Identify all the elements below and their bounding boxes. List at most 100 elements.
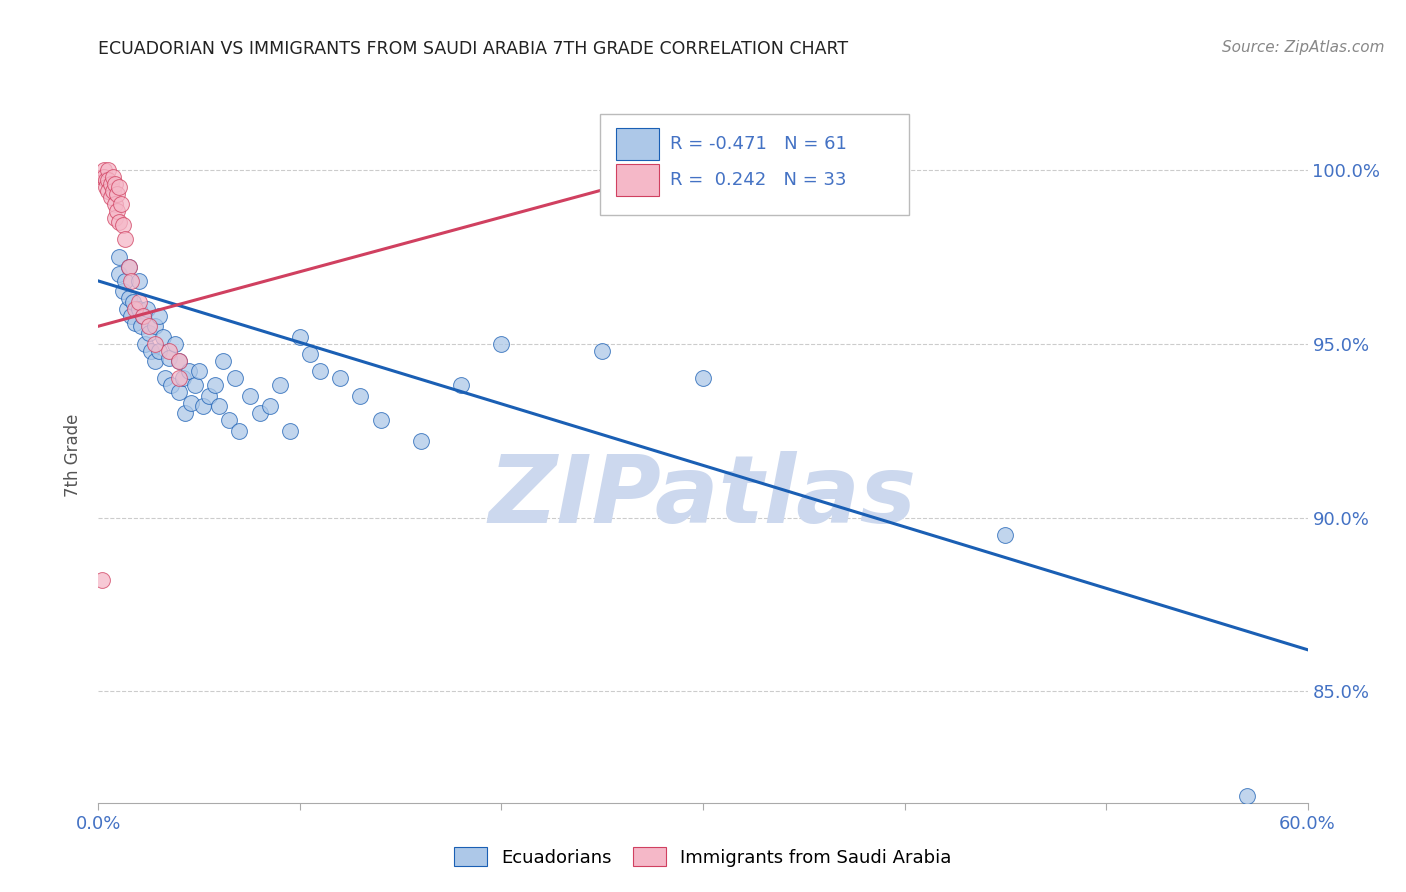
Point bbox=[180, 395, 202, 409]
Point bbox=[110, 197, 132, 211]
Point bbox=[212, 354, 235, 368]
FancyBboxPatch shape bbox=[616, 164, 659, 196]
Point bbox=[491, 336, 513, 351]
Point bbox=[184, 378, 207, 392]
Point bbox=[91, 573, 114, 587]
Point bbox=[143, 354, 166, 368]
Point bbox=[167, 371, 190, 385]
Point bbox=[107, 180, 129, 194]
Text: R = -0.471   N = 61: R = -0.471 N = 61 bbox=[671, 135, 848, 153]
Point bbox=[124, 301, 146, 316]
Point bbox=[114, 232, 136, 246]
Point bbox=[157, 343, 180, 358]
Point bbox=[121, 294, 143, 309]
Point bbox=[118, 260, 141, 274]
Point bbox=[167, 385, 190, 400]
Point bbox=[143, 319, 166, 334]
Point bbox=[157, 351, 180, 365]
Point bbox=[174, 406, 197, 420]
Point bbox=[224, 371, 246, 385]
Point bbox=[138, 319, 160, 334]
Point bbox=[193, 399, 215, 413]
Y-axis label: 7th Grade: 7th Grade bbox=[65, 413, 83, 497]
Point bbox=[204, 378, 226, 392]
Point bbox=[128, 274, 150, 288]
Point bbox=[105, 204, 128, 219]
Point bbox=[120, 309, 142, 323]
Point bbox=[107, 250, 129, 264]
Point bbox=[167, 354, 190, 368]
FancyBboxPatch shape bbox=[616, 128, 659, 160]
Point bbox=[118, 260, 141, 274]
Point bbox=[172, 371, 194, 385]
Point bbox=[288, 329, 311, 343]
Point bbox=[198, 389, 221, 403]
Point bbox=[138, 326, 160, 340]
Point bbox=[208, 399, 231, 413]
Point bbox=[370, 413, 392, 427]
Point bbox=[105, 186, 128, 201]
Point bbox=[111, 285, 134, 299]
Point bbox=[129, 319, 152, 334]
Point bbox=[97, 162, 120, 177]
Point bbox=[132, 309, 155, 323]
Point bbox=[97, 173, 120, 187]
Point bbox=[309, 364, 332, 378]
Point bbox=[101, 184, 124, 198]
Point bbox=[91, 169, 114, 184]
Point bbox=[160, 378, 183, 392]
Point bbox=[128, 294, 150, 309]
Point bbox=[134, 336, 156, 351]
Text: ECUADORIAN VS IMMIGRANTS FROM SAUDI ARABIA 7TH GRADE CORRELATION CHART: ECUADORIAN VS IMMIGRANTS FROM SAUDI ARAB… bbox=[98, 40, 849, 58]
Point bbox=[249, 406, 271, 420]
Point bbox=[132, 309, 155, 323]
Point bbox=[163, 336, 186, 351]
Point bbox=[115, 301, 138, 316]
Point bbox=[450, 378, 472, 392]
Point bbox=[111, 219, 134, 233]
Text: Source: ZipAtlas.com: Source: ZipAtlas.com bbox=[1222, 40, 1385, 55]
Point bbox=[97, 184, 120, 198]
Point bbox=[101, 169, 124, 184]
Point bbox=[103, 197, 125, 211]
Point bbox=[188, 364, 211, 378]
Point bbox=[1236, 789, 1258, 803]
Point bbox=[139, 343, 162, 358]
Text: R =  0.242   N = 33: R = 0.242 N = 33 bbox=[671, 171, 846, 189]
Point bbox=[349, 389, 371, 403]
Point bbox=[107, 215, 129, 229]
Text: ZIPatlas: ZIPatlas bbox=[489, 450, 917, 542]
Point bbox=[93, 169, 115, 184]
Point bbox=[100, 190, 122, 204]
Point bbox=[409, 434, 432, 448]
Point bbox=[179, 364, 201, 378]
Point bbox=[120, 274, 142, 288]
Point bbox=[167, 354, 190, 368]
Point bbox=[152, 329, 174, 343]
Point bbox=[114, 274, 136, 288]
Point bbox=[228, 424, 250, 438]
Point bbox=[96, 180, 118, 194]
Point bbox=[124, 316, 146, 330]
FancyBboxPatch shape bbox=[600, 114, 908, 215]
Point bbox=[218, 413, 240, 427]
Point bbox=[148, 343, 170, 358]
Point bbox=[103, 211, 125, 226]
Legend: Ecuadorians, Immigrants from Saudi Arabia: Ecuadorians, Immigrants from Saudi Arabi… bbox=[447, 840, 959, 874]
Point bbox=[692, 371, 714, 385]
Point bbox=[143, 336, 166, 351]
Point bbox=[107, 267, 129, 281]
Point bbox=[103, 177, 125, 191]
Point bbox=[128, 301, 150, 316]
Point bbox=[118, 291, 141, 305]
Point bbox=[269, 378, 291, 392]
Point bbox=[591, 343, 613, 358]
Point bbox=[278, 424, 301, 438]
Point bbox=[96, 173, 118, 187]
Point bbox=[148, 309, 170, 323]
Point bbox=[299, 347, 322, 361]
Point bbox=[93, 162, 115, 177]
Point bbox=[329, 371, 352, 385]
Point bbox=[100, 177, 122, 191]
Point bbox=[239, 389, 262, 403]
